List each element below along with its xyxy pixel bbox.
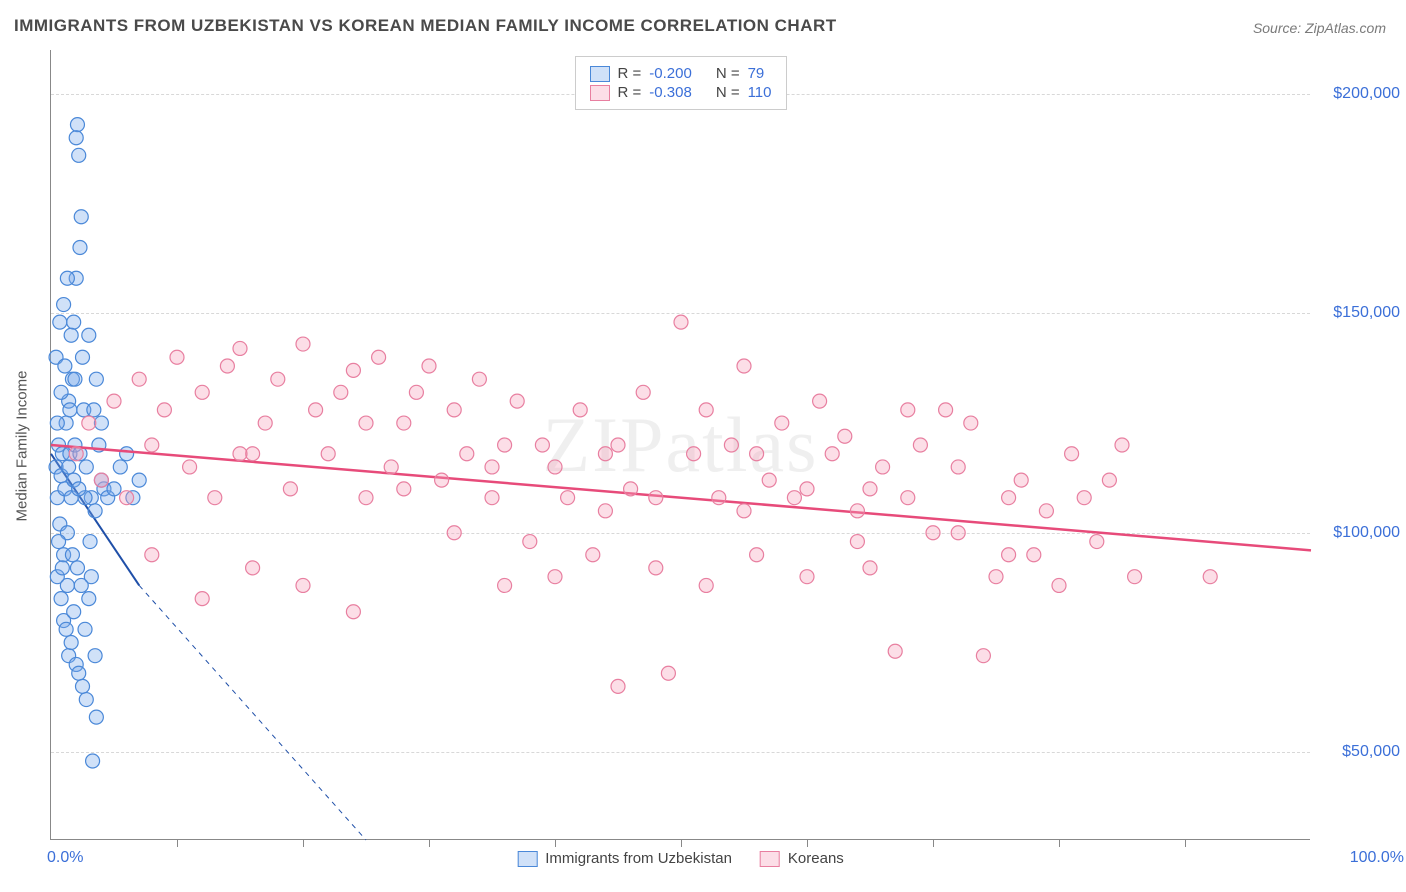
correlation-stats-box: R = -0.200 N = 79 R = -0.308 N = 110 [575, 56, 787, 110]
stat-n-value-1: 79 [748, 65, 765, 82]
stat-r-label: R = [618, 65, 642, 82]
legend-item-series2: Koreans [760, 850, 844, 867]
chart-container: IMMIGRANTS FROM UZBEKISTAN VS KOREAN MED… [0, 0, 1406, 892]
stats-row-series1: R = -0.200 N = 79 [590, 65, 772, 82]
legend-item-series1: Immigrants from Uzbekistan [517, 850, 732, 867]
swatch-series2 [590, 85, 610, 101]
stats-row-series2: R = -0.308 N = 110 [590, 84, 772, 101]
stat-n-value-2: 110 [748, 84, 772, 101]
legend-swatch-series1 [517, 851, 537, 867]
xaxis-max-label: 100.0% [1350, 849, 1404, 867]
bottom-legend: Immigrants from Uzbekistan Koreans [517, 850, 844, 867]
source-name: ZipAtlas.com [1305, 20, 1386, 36]
yaxis-label: Median Family Income [14, 371, 31, 522]
source-attribution: Source: ZipAtlas.com [1253, 20, 1386, 36]
swatch-series1 [590, 66, 610, 82]
ytick-label: $200,000 [1320, 85, 1400, 103]
stat-r-value-1: -0.200 [649, 65, 692, 82]
legend-label-series2: Koreans [788, 850, 844, 867]
stat-n-label: N = [716, 65, 740, 82]
ytick-label: $100,000 [1320, 524, 1400, 542]
legend-label-series1: Immigrants from Uzbekistan [545, 850, 732, 867]
plot-area: ZIPatlas $50,000$100,000$150,000$200,000… [50, 50, 1310, 840]
legend-swatch-series2 [760, 851, 780, 867]
stat-n-label: N = [716, 84, 740, 101]
ytick-label: $150,000 [1320, 304, 1400, 322]
xaxis-min-label: 0.0% [47, 849, 83, 867]
chart-title: IMMIGRANTS FROM UZBEKISTAN VS KOREAN MED… [14, 16, 837, 36]
stat-r-label: R = [618, 84, 642, 101]
source-label: Source: [1253, 20, 1305, 36]
stat-r-value-2: -0.308 [649, 84, 692, 101]
ytick-label: $50,000 [1320, 743, 1400, 761]
scatter-svg [51, 50, 1310, 839]
